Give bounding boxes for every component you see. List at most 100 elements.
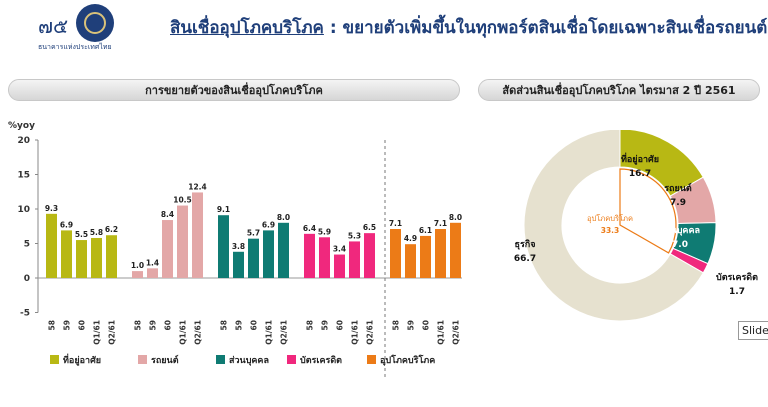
- x-tick-label: 58: [220, 320, 229, 330]
- growth-bar-chart: %yoy -5 0 5 10 15 20 9.3 58 6.9 59 5.5 60 5.8 Q1/61 6.2…: [8, 121, 462, 378]
- bar-housing: [106, 235, 117, 278]
- x-tick-label: Q1/61: [93, 320, 102, 345]
- legend-swatch-consumer: [367, 355, 376, 364]
- bar-housing: [76, 240, 87, 278]
- legend-swatch-personal: [216, 355, 225, 364]
- y-tick-label: 10: [17, 205, 30, 215]
- x-tick-label: 59: [321, 320, 330, 330]
- consumer-share-value: 33.3: [601, 226, 620, 235]
- data-label: 4.9: [404, 234, 417, 243]
- share-chart-header-label: สัดส่วนสินเชื่ออุปโภคบริโภค ไตรมาส 2 ปี …: [502, 84, 736, 97]
- x-tick-label: 58: [306, 320, 315, 330]
- y-axis-label: %yoy: [8, 121, 35, 131]
- bar-consumer: [390, 229, 401, 278]
- bot-logo: ๗๕ ธนาคารแห่งประเทศไทย: [8, 4, 128, 52]
- bar-auto: [177, 205, 188, 278]
- x-tick-label: Q2/61: [366, 320, 375, 345]
- data-label: 5.3: [348, 231, 361, 240]
- bar-consumer: [420, 235, 431, 278]
- x-tick-label: 60: [336, 320, 345, 330]
- data-label: 6.9: [262, 220, 275, 229]
- legend-label-auto: รถยนต์: [151, 354, 179, 366]
- bar-personal: [233, 251, 244, 278]
- x-tick-label: 58: [134, 320, 143, 330]
- y-tick-label: 0: [24, 274, 30, 284]
- data-label: 8.4: [161, 210, 174, 219]
- y-tick-label: 5: [24, 240, 30, 250]
- bar-group-housing: 9.3 58 6.9 59 5.5 60 5.8 Q1/61 6.2 Q2/61: [45, 204, 118, 345]
- data-label: 9.3: [45, 204, 58, 213]
- bank-name: ธนาคารแห่งประเทศไทย: [38, 43, 112, 51]
- growth-chart-header-label: การขยายตัวของสินเชื่ออุปโภคบริโภค: [145, 84, 323, 97]
- x-tick-label: Q1/61: [437, 320, 446, 345]
- x-tick-label: Q2/61: [280, 320, 289, 345]
- data-label: 10.5: [173, 196, 192, 205]
- data-label: 7.1: [389, 219, 402, 228]
- bar-auto: [192, 192, 203, 278]
- x-tick-label: 60: [164, 320, 173, 330]
- slice-value-business: 66.7: [514, 254, 536, 264]
- data-label: 6.2: [105, 225, 118, 234]
- bar-consumer: [405, 244, 416, 278]
- x-tick-label: Q1/61: [179, 320, 188, 345]
- legend-swatch-housing: [50, 355, 59, 364]
- legend-swatch-auto: [138, 355, 147, 364]
- emblem-icon: [76, 4, 114, 42]
- data-label: 3.8: [232, 242, 245, 251]
- bar-group-personal: 9.1 58 3.8 59 5.7 60 6.9 Q1/61 8.0 Q2/61: [217, 205, 290, 345]
- share-chart-header: สัดส่วนสินเชื่ออุปโภคบริโภค ไตรมาส 2 ปี …: [478, 79, 760, 101]
- x-tick-label: 59: [149, 320, 158, 330]
- data-label: 5.8: [90, 228, 103, 237]
- bar-group-auto: 1.0 58 1.4 59 8.4 60 10.5 Q1/61 12.4 Q2/61: [131, 182, 207, 344]
- bar-housing: [61, 230, 72, 278]
- x-tick-label: Q2/61: [452, 320, 461, 345]
- anniversary-mark: ๗๕: [38, 14, 69, 38]
- bar-consumer: [450, 222, 461, 278]
- legend-label-card: บัตรเครดิต: [300, 355, 342, 366]
- slice-label-housing: ที่อยู่อาศัย: [621, 152, 659, 165]
- data-label: 9.1: [217, 205, 230, 214]
- bar-auto: [147, 268, 158, 278]
- x-tick-label: 59: [407, 320, 416, 330]
- legend-label-housing: ที่อยู่อาศัย: [63, 353, 101, 366]
- data-label: 5.9: [318, 227, 331, 236]
- slice-value-card: 1.7: [729, 287, 745, 297]
- x-tick-label: Q2/61: [194, 320, 203, 345]
- slice-label-auto: รถยนต์: [664, 182, 692, 194]
- bar-personal: [278, 222, 289, 278]
- legend-label-consumer: อุปโภคบริโภค: [380, 354, 435, 366]
- x-tick-label: 58: [392, 320, 401, 330]
- growth-chart-header: การขยายตัวของสินเชื่ออุปโภคบริโภค: [8, 79, 460, 101]
- donut-slice-business: [523, 130, 704, 322]
- data-label: 5.7: [247, 229, 260, 238]
- x-tick-label: Q1/61: [265, 320, 274, 345]
- slice-value-housing: 16.7: [629, 169, 651, 179]
- y-tick-label: 15: [17, 171, 30, 181]
- x-tick-label: 60: [250, 320, 259, 330]
- data-label: 12.4: [188, 182, 207, 191]
- bar-consumer: [435, 229, 446, 278]
- data-label: 6.1: [419, 226, 432, 235]
- bar-card: [319, 237, 330, 278]
- consumer-share-wedge: [619, 168, 677, 254]
- consumer-share-label: อุปโภคบริโภค: [587, 214, 633, 223]
- y-tick-label: -5: [20, 309, 30, 319]
- slice-value-auto: 7.9: [670, 198, 686, 208]
- slice-label-card: บัตรเครดิต: [716, 272, 758, 283]
- slice-label-business: ธุรกิจ: [514, 239, 535, 250]
- bar-housing: [46, 213, 57, 278]
- x-tick-label: 59: [63, 320, 72, 330]
- x-tick-label: 60: [78, 320, 87, 330]
- legend-label-personal: ส่วนบุคคล: [229, 355, 269, 366]
- bar-card: [349, 241, 360, 278]
- bar-housing: [91, 237, 102, 278]
- data-label: 5.5: [75, 230, 88, 239]
- x-tick-label: 60: [422, 320, 431, 330]
- share-donut-chart: อุปโภคบริโภค 33.3 ที่อยู่อาศัย 16.7 รถยนต์ 7.…: [514, 130, 758, 322]
- bar-group-consumer: 7.1 58 4.9 59 6.1 60 7.1 Q1/61 8.0 Q2/61: [389, 213, 462, 345]
- bar-auto: [132, 271, 143, 278]
- bar-personal: [263, 230, 274, 278]
- data-label: 3.4: [333, 245, 346, 254]
- bar-auto: [162, 220, 173, 278]
- slice-value-personal: 7.0: [672, 240, 688, 250]
